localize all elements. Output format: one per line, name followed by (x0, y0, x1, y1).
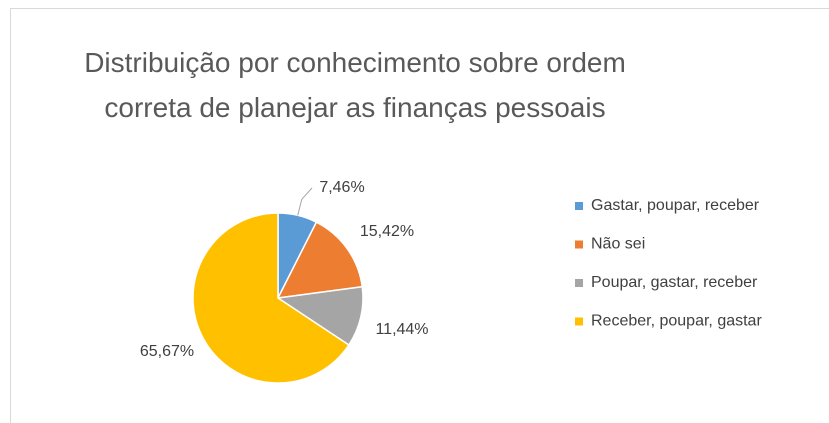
legend-label: Receber, poupar, gastar (591, 313, 762, 330)
legend-swatch (575, 317, 583, 326)
data-label: 65,67% (140, 343, 194, 360)
legend-label: Poupar, gastar, receber (591, 274, 758, 291)
legend-swatch (575, 202, 583, 210)
chart-frame (10, 8, 829, 423)
data-label: 7,46% (319, 179, 364, 196)
legend-swatch (575, 279, 583, 287)
pie-slice (192, 212, 350, 384)
pie-slice (276, 221, 364, 299)
leader-line (297, 187, 313, 216)
data-label: 11,44% (375, 321, 428, 338)
legend-label: Gastar, poupar, receber (591, 197, 760, 214)
legend-swatch (575, 240, 583, 249)
chart-title: Distribuição por conhecimento sobre orde… (84, 47, 626, 123)
legend-label: Não sei (591, 236, 645, 253)
data-label: 15,42% (360, 223, 414, 240)
